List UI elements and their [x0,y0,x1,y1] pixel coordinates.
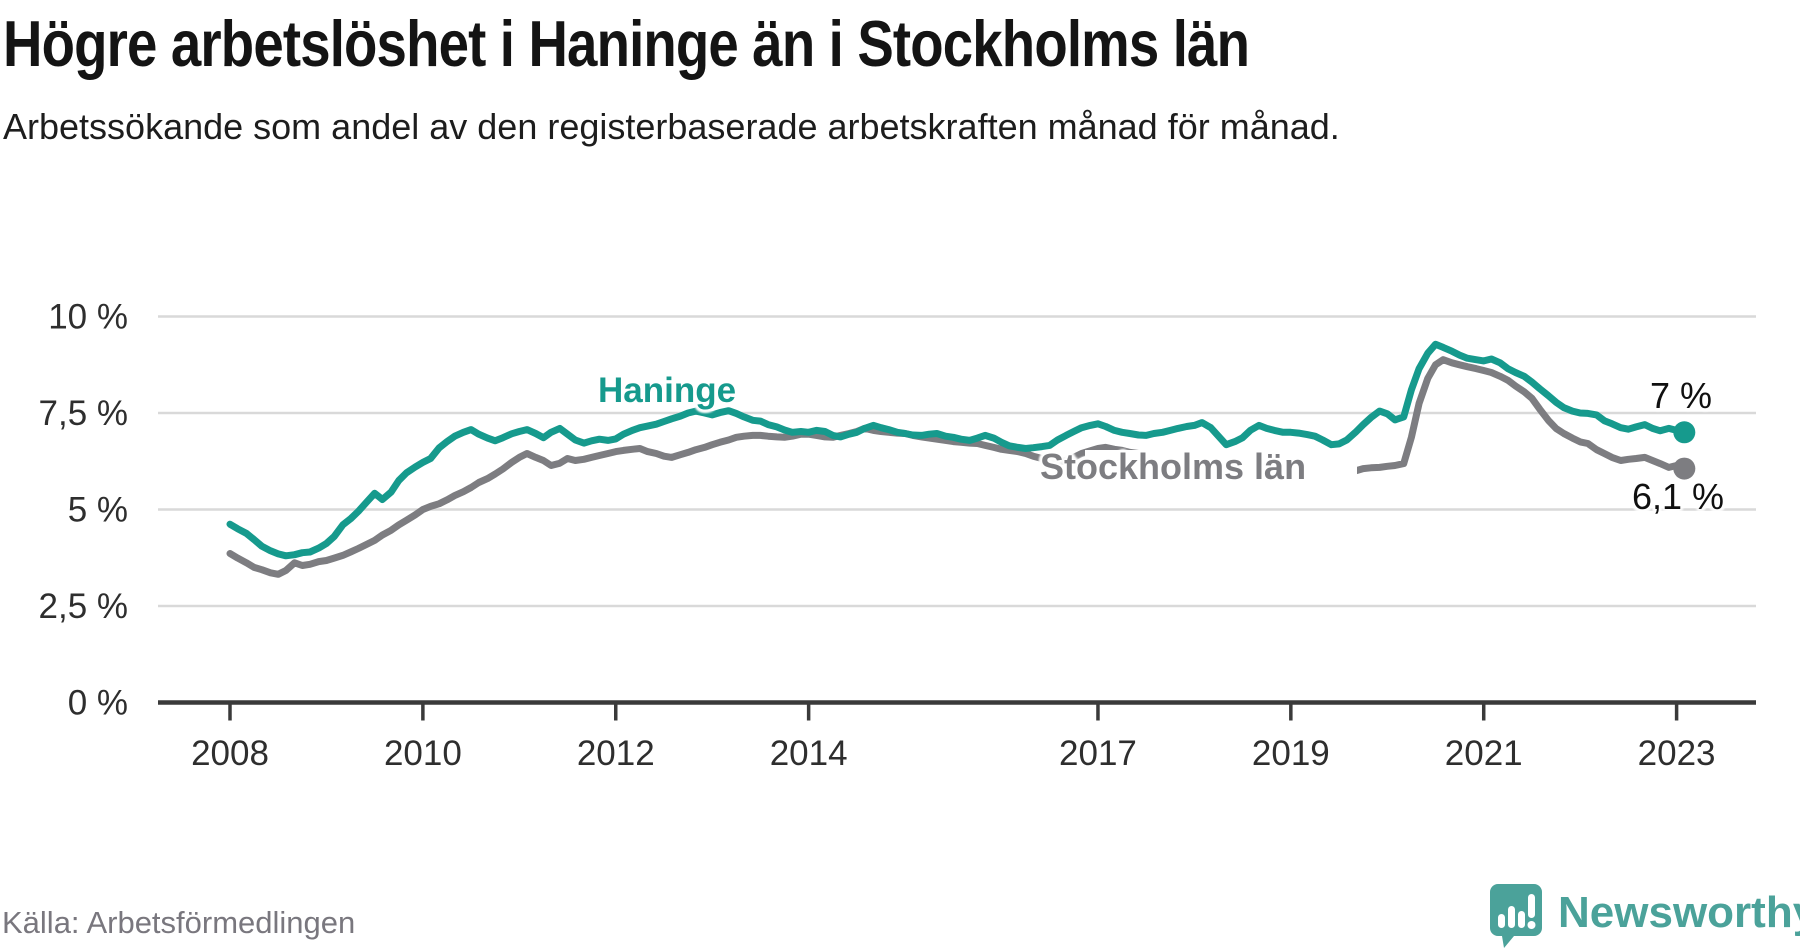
y-axis-tick-label: 5 % [68,491,128,530]
x-axis-tick-label: 2008 [191,734,269,773]
end-dot-stockholms-lan [1673,457,1696,480]
x-axis-tick-label: 2023 [1638,734,1716,773]
y-axis-tick-label: 2,5 % [39,587,129,626]
x-axis-tick-label: 2019 [1252,734,1330,773]
x-axis-tick-label: 2021 [1445,734,1523,773]
newsworthy-logo: Newsworthy [1488,882,1800,948]
x-axis-tick-label: 2010 [384,734,462,773]
y-axis-tick-label: 0 % [68,684,128,723]
x-axis-tick-label: 2017 [1059,734,1137,773]
x-axis-tick-label: 2014 [770,734,848,773]
x-axis-tick-label: 2012 [577,734,655,773]
y-axis-tick-label: 7,5 % [39,394,129,433]
page-title: Högre arbetslöshet i Haninge än i Stockh… [3,7,1250,80]
end-value-label-stockholms-lan: 6,1 % [1632,476,1725,517]
series-label-haninge: Haninge [598,371,737,410]
line-haninge [226,340,1688,560]
chart-subtitle: Arbetssökande som andel av den registerb… [3,106,1340,147]
newsworthy-wordmark: Newsworthy [1558,888,1800,937]
line-stockholms-lan [226,356,1688,578]
end-value-label-haninge: 7 % [1650,375,1713,416]
series-label-stockholms-lan: Stockholms län [1040,446,1307,487]
source-note: Källa: Arbetsförmedlingen [2,905,356,940]
newsworthy-icon [1490,884,1542,948]
end-dot-haninge [1673,421,1696,444]
y-axis-tick-label: 10 % [48,298,128,337]
series-label-mask [1085,450,1357,492]
